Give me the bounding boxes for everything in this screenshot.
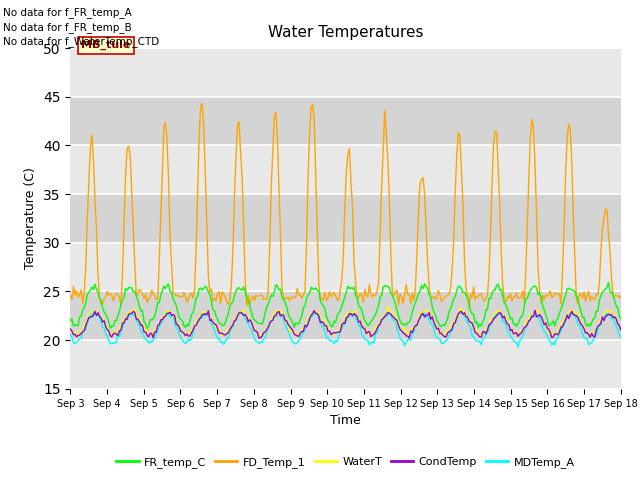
Title: Water Temperatures: Water Temperatures <box>268 25 423 40</box>
Bar <box>70 291 621 340</box>
Bar <box>70 194 621 243</box>
Bar <box>70 145 621 194</box>
X-axis label: Time: Time <box>330 414 361 427</box>
Bar <box>70 243 621 291</box>
Y-axis label: Temperature (C): Temperature (C) <box>24 168 38 269</box>
Bar <box>70 96 621 145</box>
Text: MB_tule: MB_tule <box>81 40 131 50</box>
Text: No data for f_FR_temp_B: No data for f_FR_temp_B <box>3 22 132 33</box>
Legend: FR_temp_C, FD_Temp_1, WaterT, CondTemp, MDTemp_A: FR_temp_C, FD_Temp_1, WaterT, CondTemp, … <box>112 452 579 472</box>
Bar <box>70 48 621 96</box>
Bar <box>70 340 621 389</box>
Text: No data for f_FR_temp_A: No data for f_FR_temp_A <box>3 7 132 18</box>
Text: No data for f_WaterTemp_CTD: No data for f_WaterTemp_CTD <box>3 36 159 47</box>
